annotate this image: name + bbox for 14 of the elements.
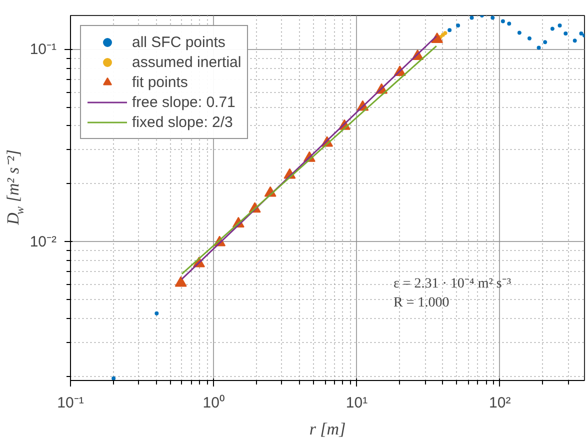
y-axis-title: Dw [m² s⁻²] [4, 150, 26, 226]
x-tick-label: 10⁰ [202, 394, 224, 412]
x-tick-label: 10⁻¹ [57, 394, 84, 412]
y-tick-label: 10⁻² [30, 233, 57, 250]
x-axis-title: r [m] [309, 420, 346, 438]
legend-label: assumed inertial [132, 53, 242, 71]
legend-label: fixed slope: 2/3 [132, 113, 233, 131]
legend-label: fit points [132, 73, 188, 91]
legend-label: free slope: 0.71 [132, 93, 236, 111]
annotation: ε = 2.31 · 10⁻⁴ m² s⁻³ [394, 276, 512, 292]
x-tick-label: 10² [489, 394, 511, 412]
annotation: R = 1.000 [394, 296, 450, 310]
legend-label: all SFC points [132, 33, 226, 51]
x-tick-label: 10¹ [346, 394, 368, 412]
